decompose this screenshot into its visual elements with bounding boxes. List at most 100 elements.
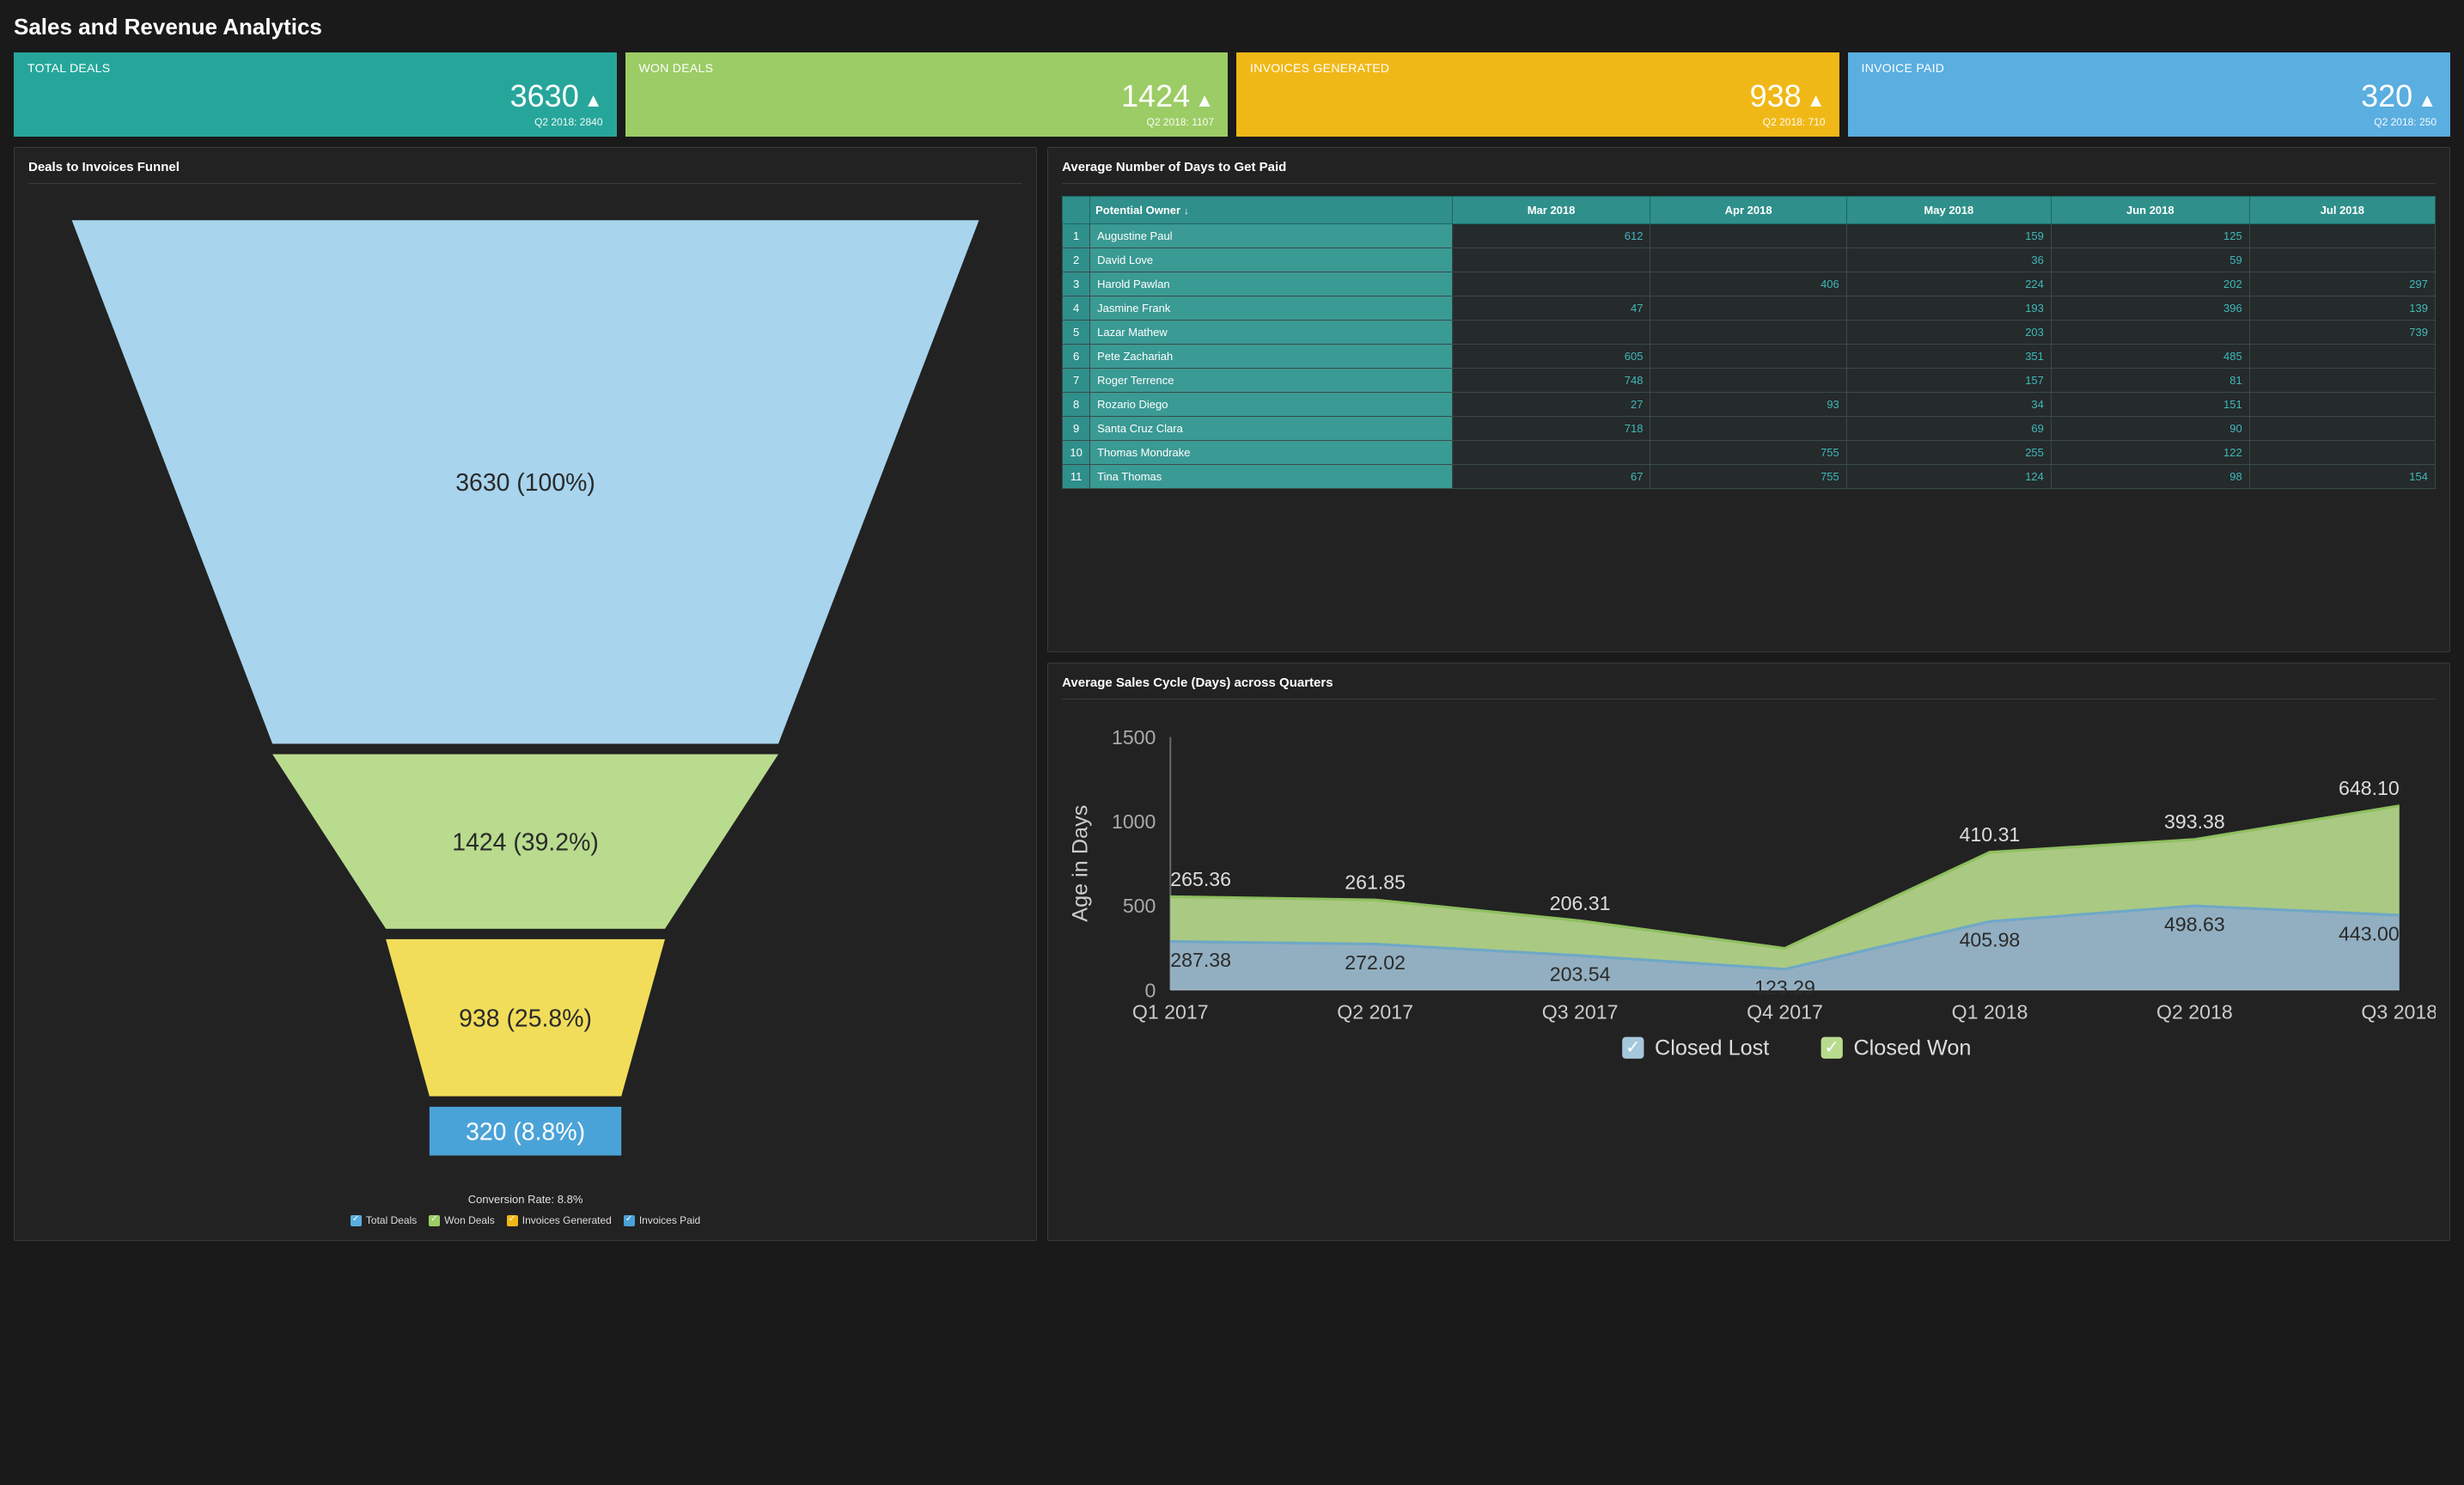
table-cell: 755: [1650, 441, 1846, 465]
table-cell: 69: [1846, 417, 2051, 441]
table-cell: 351: [1846, 345, 2051, 369]
data-label: 261.85: [1345, 871, 1406, 894]
owner-name: David Love: [1090, 248, 1453, 272]
table-cell: 157: [1846, 369, 2051, 393]
y-tick-label: 500: [1123, 895, 1156, 917]
owner-name: Rozario Diego: [1090, 393, 1453, 417]
data-label: 443.00: [2339, 923, 2400, 945]
table-row[interactable]: 1Augustine Paul612159125: [1063, 224, 2436, 248]
table-cell: 98: [2051, 465, 2249, 489]
table-row[interactable]: 8Rozario Diego279334151: [1063, 393, 2436, 417]
owner-name: Thomas Mondrake: [1090, 441, 1453, 465]
y-tick-label: 0: [1145, 980, 1156, 1002]
owner-name: Lazar Mathew: [1090, 321, 1453, 345]
kpi-card[interactable]: WON DEALS1424▲Q2 2018: 1107: [625, 52, 1229, 137]
table-cell: [1650, 321, 1846, 345]
legend-label: Total Deals: [366, 1214, 417, 1226]
table-cell: 297: [2249, 272, 2435, 296]
kpi-label: WON DEALS: [639, 61, 1215, 75]
table-cell: 748: [1452, 369, 1650, 393]
data-label: 410.31: [1960, 823, 2021, 846]
table-cell: 485: [2051, 345, 2249, 369]
table-column-header[interactable]: Apr 2018: [1650, 197, 1846, 224]
table-cell: 755: [1650, 465, 1846, 489]
data-label: 287.38: [1170, 949, 1231, 971]
legend-item[interactable]: Won Deals: [429, 1214, 494, 1226]
table-cell: [1650, 224, 1846, 248]
table-row[interactable]: 11Tina Thomas6775512498154: [1063, 465, 2436, 489]
table-cell: 612: [1452, 224, 1650, 248]
sort-desc-icon: ↓: [1184, 206, 1189, 217]
table-cell: 605: [1452, 345, 1650, 369]
table-row[interactable]: 10Thomas Mondrake755255122: [1063, 441, 2436, 465]
kpi-card[interactable]: INVOICE PAID320▲Q2 2018: 250: [1848, 52, 2451, 137]
table-row[interactable]: 7Roger Terrence74815781: [1063, 369, 2436, 393]
table-column-header[interactable]: Mar 2018: [1452, 197, 1650, 224]
funnel-legend: Total Deals Won Deals Invoices Generated In…: [37, 1214, 1014, 1226]
y-tick-label: 1500: [1112, 726, 1156, 749]
row-index: 3: [1063, 272, 1090, 296]
owner-name: Pete Zachariah: [1090, 345, 1453, 369]
table-cell: 202: [2051, 272, 2249, 296]
table-cell: [1452, 441, 1650, 465]
kpi-label: INVOICES GENERATED: [1250, 61, 1826, 75]
table-row[interactable]: 2David Love3659: [1063, 248, 2436, 272]
table-cell: 203: [1846, 321, 2051, 345]
table-column-header[interactable]: Jul 2018: [2249, 197, 2435, 224]
table-row[interactable]: 3Harold Pawlan406224202297: [1063, 272, 2436, 296]
owner-name: Harold Pawlan: [1090, 272, 1453, 296]
table-cell: 739: [2249, 321, 2435, 345]
kpi-card[interactable]: INVOICES GENERATED938▲Q2 2018: 710: [1236, 52, 1839, 137]
kpi-card[interactable]: TOTAL DEALS3630▲Q2 2018: 2840: [14, 52, 617, 137]
page-title: Sales and Revenue Analytics: [14, 14, 2450, 40]
table-cell: 67: [1452, 465, 1650, 489]
svg-text:✓: ✓: [1825, 1038, 1840, 1058]
funnel-title: Deals to Invoices Funnel: [28, 160, 1022, 184]
legend-label[interactable]: Closed Lost: [1655, 1036, 1769, 1060]
table-row[interactable]: 4Jasmine Frank47193396139: [1063, 296, 2436, 321]
table-row[interactable]: 6Pete Zachariah605351485: [1063, 345, 2436, 369]
table-cell: 193: [1846, 296, 2051, 321]
table-cell: [1650, 345, 1846, 369]
table-column-header[interactable]: May 2018: [1846, 197, 2051, 224]
table-cell: 406: [1650, 272, 1846, 296]
legend-item[interactable]: Invoices Generated: [507, 1214, 612, 1226]
table-cell: 93: [1650, 393, 1846, 417]
days-table-title: Average Number of Days to Get Paid: [1062, 160, 2436, 184]
table-cell: [2249, 248, 2435, 272]
legend-swatch-icon: [507, 1215, 518, 1226]
legend-label[interactable]: Closed Won: [1854, 1036, 1972, 1060]
legend-swatch-icon: [624, 1215, 635, 1226]
legend-item[interactable]: Invoices Paid: [624, 1214, 700, 1226]
table-row[interactable]: 5Lazar Mathew203739: [1063, 321, 2436, 345]
table-cell: [2249, 393, 2435, 417]
table-cell: [1452, 272, 1650, 296]
owner-name: Santa Cruz Clara: [1090, 417, 1453, 441]
table-cell: 154: [2249, 465, 2435, 489]
table-cell: [2249, 224, 2435, 248]
y-tick-label: 1000: [1112, 810, 1156, 833]
kpi-value: 1424: [1121, 78, 1190, 114]
table-cell: 151: [2051, 393, 2249, 417]
legend-item[interactable]: Total Deals: [351, 1214, 417, 1226]
x-tick-label: Q2 2018: [2156, 1001, 2233, 1024]
table-cell: [1452, 321, 1650, 345]
legend-label: Invoices Generated: [522, 1214, 612, 1226]
owner-name: Tina Thomas: [1090, 465, 1453, 489]
table-cell: 47: [1452, 296, 1650, 321]
table-row[interactable]: 9Santa Cruz Clara7186990: [1063, 417, 2436, 441]
table-cell: 139: [2249, 296, 2435, 321]
data-label: 265.36: [1170, 868, 1231, 890]
x-tick-label: Q1 2018: [1952, 1001, 2028, 1024]
table-cell: [1650, 369, 1846, 393]
table-cell: 124: [1846, 465, 2051, 489]
area-chart: Age in Days050010001500287.38272.02203.5…: [1062, 712, 2436, 1073]
owner-name: Augustine Paul: [1090, 224, 1453, 248]
table-column-header[interactable]: Jun 2018: [2051, 197, 2249, 224]
area-chart-panel: Average Sales Cycle (Days) across Quarte…: [1047, 663, 2450, 1241]
legend-label: Won Deals: [444, 1214, 494, 1226]
table-column-header[interactable]: Potential Owner↓: [1090, 197, 1453, 224]
table-cell: 36: [1846, 248, 2051, 272]
table-cell: 59: [2051, 248, 2249, 272]
x-tick-label: Q3 2017: [1542, 1001, 1619, 1024]
